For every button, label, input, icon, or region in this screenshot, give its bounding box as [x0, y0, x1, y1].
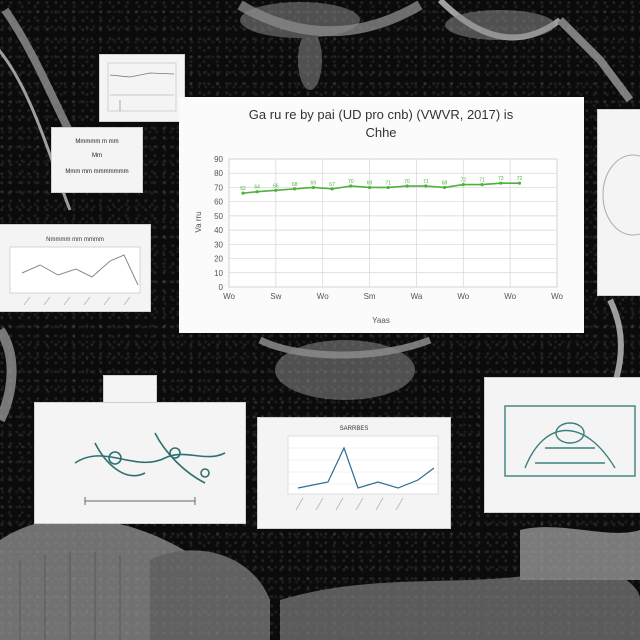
x-tick-label: Wo — [551, 292, 563, 301]
y-tick-label: 50 — [214, 212, 223, 221]
data-label: 71 — [423, 179, 429, 185]
data-label: 66 — [273, 183, 279, 189]
data-label: 72 — [517, 176, 523, 182]
peak-chart-graphic: SARRBES — [287, 426, 439, 511]
y-tick-label: 0 — [219, 283, 224, 292]
data-label: 71 — [386, 180, 392, 186]
data-point — [349, 184, 353, 188]
x-tick-label: Wo — [457, 292, 469, 301]
x-tick-label: Sm — [364, 292, 376, 301]
data-label: 69 — [311, 180, 317, 186]
data-point — [517, 181, 522, 185]
data-label: 68 — [292, 182, 298, 188]
network-diagram-graphic — [74, 432, 226, 505]
chart-title-line-1: Ga ru re by pai (UD pro cnb) (VWVR, 2017… — [249, 107, 514, 122]
data-point — [480, 183, 484, 187]
data-point — [311, 185, 315, 190]
y-tick-label: 80 — [214, 169, 223, 178]
x-tick-label: Sw — [270, 292, 281, 301]
data-point — [424, 184, 428, 188]
inset-side-panel — [598, 110, 640, 295]
data-label: 64 — [254, 185, 260, 191]
data-point — [499, 181, 503, 185]
data-point — [255, 190, 259, 194]
data-point — [330, 187, 334, 191]
data-point — [241, 191, 245, 195]
data-point — [461, 183, 465, 187]
data-point — [442, 185, 447, 190]
chart-title-line-2: Chhe — [365, 125, 396, 140]
doc-line-1: Mmmmm m mm — [75, 139, 119, 145]
plot-area — [228, 158, 558, 288]
data-point — [274, 188, 278, 192]
thumb-chart-title: Nmmmm mm mmmm — [46, 237, 104, 243]
y-tick-label: 90 — [214, 155, 223, 164]
inset-thumb-chart: Nmmmm mm mmmm — [0, 225, 150, 311]
inset-network-diagram — [35, 403, 245, 523]
inset-skeletal-diagram — [485, 378, 640, 512]
side-panel-graphic — [602, 154, 640, 236]
peak-chart-title: SARRBES — [340, 426, 369, 432]
x-axis-title: Yaas — [372, 316, 390, 325]
data-label: 73 — [498, 176, 504, 182]
data-point — [386, 185, 390, 190]
y-tick-label: 70 — [214, 183, 223, 192]
data-point — [293, 187, 297, 191]
inset-tab-label — [104, 376, 156, 406]
main-chart: Ga ru re by pai (UD pro cnb) (VWVR, 2017… — [194, 107, 563, 325]
x-tick-label: Wo — [504, 292, 516, 301]
data-label: 72 — [461, 178, 467, 184]
x-tick-label: Wo — [317, 292, 329, 301]
y-tick-label: 40 — [214, 226, 223, 235]
inset-thumb-chart-graphic: Nmmmm mm mmmm — [9, 237, 141, 306]
doc-line-3: Mmm mm mmmmmmm — [65, 169, 129, 175]
data-point — [405, 184, 409, 188]
y-tick-label: 20 — [214, 255, 223, 264]
y-tick-label: 30 — [214, 240, 223, 249]
data-label: 70 — [348, 179, 354, 185]
doc-line-2: Mm — [92, 153, 102, 159]
data-label: 70 — [404, 179, 410, 185]
main-chart-card: Ga ru re by pai (UD pro cnb) (VWVR, 2017… — [179, 97, 584, 333]
data-point — [367, 185, 372, 190]
data-label: 67 — [329, 182, 335, 188]
y-tick-label: 10 — [214, 269, 223, 278]
data-label: 69 — [367, 180, 373, 186]
inset-mini-graph — [100, 55, 184, 121]
data-label: 71 — [479, 178, 485, 184]
x-tick-label: Wo — [223, 292, 235, 301]
skeletal-diagram-graphic — [504, 405, 636, 477]
data-label: 62 — [240, 186, 246, 192]
inset-document-card: Mmmmm m mm Mm Mmm mm mmmmmmm — [52, 128, 142, 192]
inset-mini-graph-lines — [107, 62, 177, 112]
y-axis-title: Va rru — [194, 211, 203, 232]
data-label: 68 — [442, 180, 448, 186]
series-line — [242, 182, 520, 194]
y-tick-label: 60 — [214, 198, 223, 207]
inset-peak-chart: SARRBES — [258, 418, 450, 528]
x-tick-label: Wa — [411, 292, 423, 301]
